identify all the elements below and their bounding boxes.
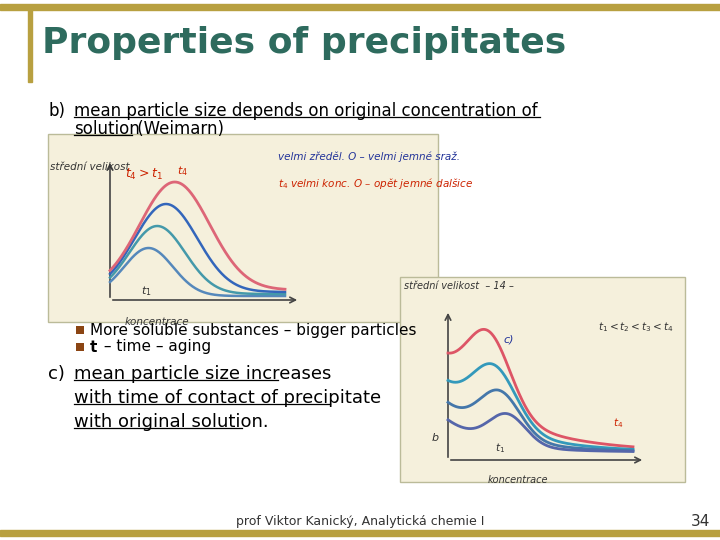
Text: b): b) <box>48 102 65 120</box>
Text: $t_1$: $t_1$ <box>495 441 505 455</box>
Text: střední velikost: střední velikost <box>50 162 130 172</box>
Text: koncentrace: koncentrace <box>125 317 189 327</box>
Text: střední velikost  – 14 –: střední velikost – 14 – <box>404 281 514 291</box>
Bar <box>76 326 84 334</box>
Text: koncentrace: koncentrace <box>488 475 549 485</box>
Text: with time of contact of precipitate: with time of contact of precipitate <box>74 389 381 407</box>
Bar <box>76 343 84 351</box>
Text: $t_4$ velmi konc. O – opět jemné dalšice: $t_4$ velmi konc. O – opět jemné dalšice <box>278 176 473 191</box>
Text: with original solution.: with original solution. <box>74 413 269 431</box>
Text: 34: 34 <box>690 515 710 530</box>
Text: $t_4$: $t_4$ <box>613 416 623 430</box>
Text: c): c) <box>48 365 65 383</box>
Text: $t_1 < t_2 < t_3 < t_4$: $t_1 < t_2 < t_3 < t_4$ <box>598 320 673 334</box>
Bar <box>400 277 685 482</box>
Bar <box>28 8 32 82</box>
Text: mean particle size depends on original concentration of: mean particle size depends on original c… <box>74 102 538 120</box>
Text: solution: solution <box>74 120 140 138</box>
Bar <box>0 530 720 536</box>
Text: Properties of precipitates: Properties of precipitates <box>42 26 566 60</box>
Text: – time – aging: – time – aging <box>99 340 211 354</box>
Text: $t_1$: $t_1$ <box>141 284 152 298</box>
Text: $t_4$: $t_4$ <box>176 164 188 178</box>
Text: velmi zředěl. O – velmi jemné sraž.: velmi zředěl. O – velmi jemné sraž. <box>278 152 460 163</box>
Text: More soluble substances – bigger particles: More soluble substances – bigger particl… <box>90 322 416 338</box>
Text: (Weimarn): (Weimarn) <box>132 120 224 138</box>
Bar <box>48 134 438 322</box>
Text: $t_4 > t_1$: $t_4 > t_1$ <box>125 167 163 182</box>
Text: b: b <box>432 433 439 443</box>
Text: c): c) <box>503 335 513 345</box>
Text: mean particle size increases: mean particle size increases <box>74 365 331 383</box>
Text: t: t <box>90 340 97 354</box>
Bar <box>0 4 720 10</box>
Text: prof Viktor Kanický, Analytická chemie I: prof Viktor Kanický, Analytická chemie I <box>236 516 484 529</box>
